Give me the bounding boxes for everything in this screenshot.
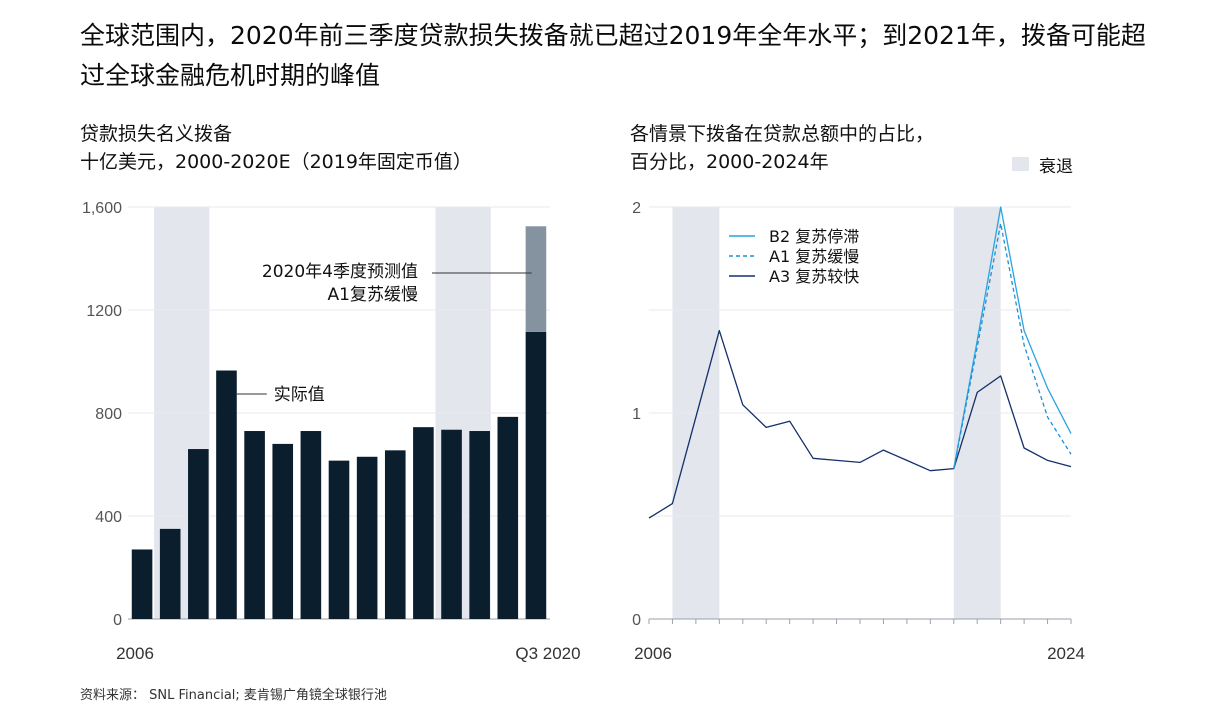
- series-line-1: [953, 222, 1072, 469]
- bar-5: [272, 443, 294, 619]
- right-chart-title-line1: 各情景下拨备在贷款总额中的占比，: [630, 123, 935, 145]
- bar-1: [159, 528, 181, 619]
- legend-label-2: A3 复苏较快: [769, 267, 859, 286]
- bar-10: [413, 427, 434, 619]
- bar-12: [469, 431, 490, 619]
- series-line-0: [953, 206, 1072, 469]
- left-chart-title-line1: 贷款损失名义拨备: [80, 123, 233, 145]
- bar-8: [356, 456, 378, 619]
- bar-14: [525, 331, 547, 619]
- y-tick-label-left: 1,600: [82, 200, 122, 217]
- forecast-annotation-line1: 2020年4季度预测值: [262, 262, 418, 282]
- bar-7: [328, 460, 350, 619]
- bar-4: [244, 431, 265, 619]
- actual-annotation-label: 实际值: [274, 385, 325, 405]
- y-tick-label-right: 0: [632, 612, 641, 629]
- bar-6: [300, 431, 322, 619]
- source-note: 资料来源： SNL Financial; 麦肯锡广角镜全球银行池: [80, 688, 387, 703]
- forecast-annotation-line2: A1复苏缓慢: [328, 284, 418, 305]
- x-tick-label-left-end: Q3 2020: [515, 644, 580, 663]
- forecast-bar-segment: [525, 226, 547, 332]
- recession-legend: 衰退: [1012, 152, 1073, 177]
- bar-11: [441, 429, 462, 619]
- bar-2: [188, 449, 209, 619]
- bar-13: [497, 416, 519, 619]
- legend-label-0: B2 复苏停滞: [769, 227, 859, 246]
- right-chart-subtitle: 各情景下拨备在贷款总额中的占比， 百分比，2000-2024年: [630, 120, 934, 176]
- right-chart-title-line2: 百分比，2000-2024年: [630, 151, 829, 173]
- legend-label-1: A1 复苏缓慢: [769, 247, 859, 266]
- series-line-2: [648, 329, 1072, 519]
- left-chart-subtitle: 贷款损失名义拨备 十亿美元，2000-2020E（2019年固定币值）: [80, 120, 472, 176]
- bar-3: [216, 370, 237, 619]
- recession-swatch: [1012, 157, 1029, 171]
- page-title: 全球范围内，2020年前三季度贷款损失拨备就已超过2019年全年水平；到2021…: [80, 21, 1146, 90]
- x-tick-label-right-end: 2024: [1047, 644, 1085, 663]
- left-chart-title-line2: 十亿美元，2000-2020E（2019年固定币值）: [80, 151, 472, 173]
- y-tick-label-left: 400: [95, 509, 122, 526]
- y-tick-label-right: 1: [632, 406, 641, 423]
- y-tick-label-left: 1200: [86, 303, 122, 320]
- bar-9: [384, 450, 406, 619]
- recession-legend-label: 衰退: [1039, 156, 1073, 177]
- bar-0: [131, 549, 153, 619]
- x-tick-label-left-start: 2006: [116, 644, 154, 663]
- y-tick-label-left: 800: [95, 406, 122, 423]
- x-tick-label-right-start: 2006: [634, 644, 672, 663]
- y-tick-label-right: 2: [632, 200, 641, 217]
- y-tick-label-left: 0: [113, 612, 122, 629]
